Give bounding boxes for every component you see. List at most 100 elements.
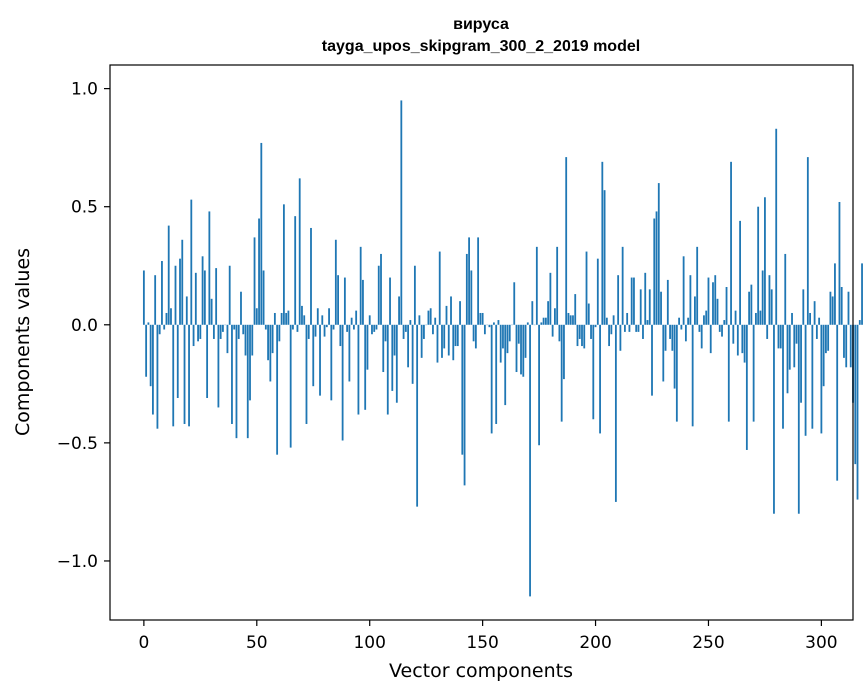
bar-306 [834, 263, 836, 325]
bar-171 [529, 324, 531, 597]
bar-196 [585, 251, 588, 325]
bar-263 [736, 324, 739, 356]
bar-186 [563, 324, 565, 380]
bar-232 [666, 279, 669, 325]
bar-132 [441, 324, 443, 358]
bar-159 [502, 324, 504, 349]
bar-138 [454, 324, 457, 347]
x-tick-label-150: 150 [466, 633, 498, 653]
bar-213 [624, 324, 626, 332]
bar-177 [542, 317, 545, 325]
bar-29 [208, 211, 211, 325]
bar-5 [154, 275, 157, 325]
bar-126 [427, 310, 430, 325]
bar-124 [423, 324, 425, 339]
bar-269 [750, 284, 753, 325]
bar-150 [481, 312, 484, 325]
bar-55 [267, 324, 269, 361]
bar-72 [305, 324, 308, 424]
bar-44 [242, 324, 245, 335]
bar-231 [664, 324, 667, 351]
bar-211 [619, 324, 622, 351]
bar-61 [280, 312, 283, 325]
bar-42 [237, 324, 240, 339]
y-axis: 1.0 0.5 0.0 −0.5 −1.0 [57, 80, 110, 572]
x-tick-label-100: 100 [353, 633, 385, 653]
bar-259 [727, 324, 730, 422]
bar-111 [393, 324, 396, 356]
bar-295 [809, 312, 811, 325]
bar-98 [364, 324, 367, 410]
bar-110 [391, 324, 394, 391]
bar-247 [700, 324, 703, 349]
bar-240 [684, 324, 687, 342]
bar-221 [642, 324, 644, 339]
bar-244 [694, 296, 696, 325]
bar-241 [687, 317, 690, 325]
bar-139 [456, 324, 459, 347]
bar-70 [301, 305, 303, 325]
bar-261 [732, 324, 735, 344]
y-tick-label-4: −1.0 [57, 552, 98, 572]
bar-39 [231, 324, 233, 424]
bar-277 [768, 275, 771, 325]
bar-289 [795, 324, 798, 344]
bar-145 [470, 270, 473, 325]
bar-248 [703, 315, 705, 325]
bar-155 [493, 322, 495, 325]
bar-114 [400, 100, 403, 325]
bar-67 [294, 216, 297, 325]
bar-52 [260, 142, 263, 325]
bar-303 [827, 324, 830, 351]
bar-75 [312, 324, 315, 387]
bar-274 [761, 270, 764, 325]
bar-212 [621, 246, 624, 325]
bar-257 [723, 320, 726, 325]
bar-188 [567, 312, 570, 325]
bar-97 [362, 279, 364, 325]
bar-203 [601, 161, 604, 325]
bar-17 [181, 239, 184, 325]
bar-119 [411, 324, 414, 384]
bar-235 [673, 324, 676, 389]
bar-216 [630, 277, 633, 325]
bar-57 [271, 324, 274, 354]
bar-208 [612, 315, 615, 325]
bar-34 [219, 324, 222, 339]
bar-137 [452, 324, 455, 361]
bar-26 [201, 256, 204, 325]
bar-120 [413, 265, 416, 325]
bar-130 [436, 324, 439, 363]
bar-93 [353, 324, 355, 330]
bar-271 [754, 312, 757, 325]
bar-88 [341, 324, 344, 441]
bar-224 [648, 289, 651, 325]
bar-136 [450, 296, 452, 325]
bar-87 [339, 324, 342, 347]
bar-250 [707, 277, 710, 325]
bar-260 [730, 161, 732, 325]
bar-65 [289, 324, 292, 448]
bar-63 [285, 312, 288, 325]
bar-272 [757, 206, 760, 325]
bar-143 [465, 253, 468, 325]
bar-83 [330, 324, 333, 401]
bar-312 [847, 291, 850, 325]
bar-207 [610, 324, 613, 335]
bar-262 [734, 310, 737, 325]
bar-71 [303, 315, 306, 325]
bar-290 [797, 324, 800, 514]
bar-109 [389, 277, 391, 325]
bar-194 [581, 324, 583, 347]
bar-77 [316, 308, 319, 325]
bar-18 [183, 324, 186, 424]
bar-74 [310, 227, 312, 325]
bar-288 [793, 324, 796, 368]
bar-217 [633, 277, 635, 325]
bar-301 [822, 324, 825, 387]
bar-30 [210, 298, 213, 325]
bar-49 [253, 237, 256, 325]
bar-237 [678, 317, 681, 325]
bar-239 [682, 256, 685, 325]
bar-135 [447, 324, 450, 356]
